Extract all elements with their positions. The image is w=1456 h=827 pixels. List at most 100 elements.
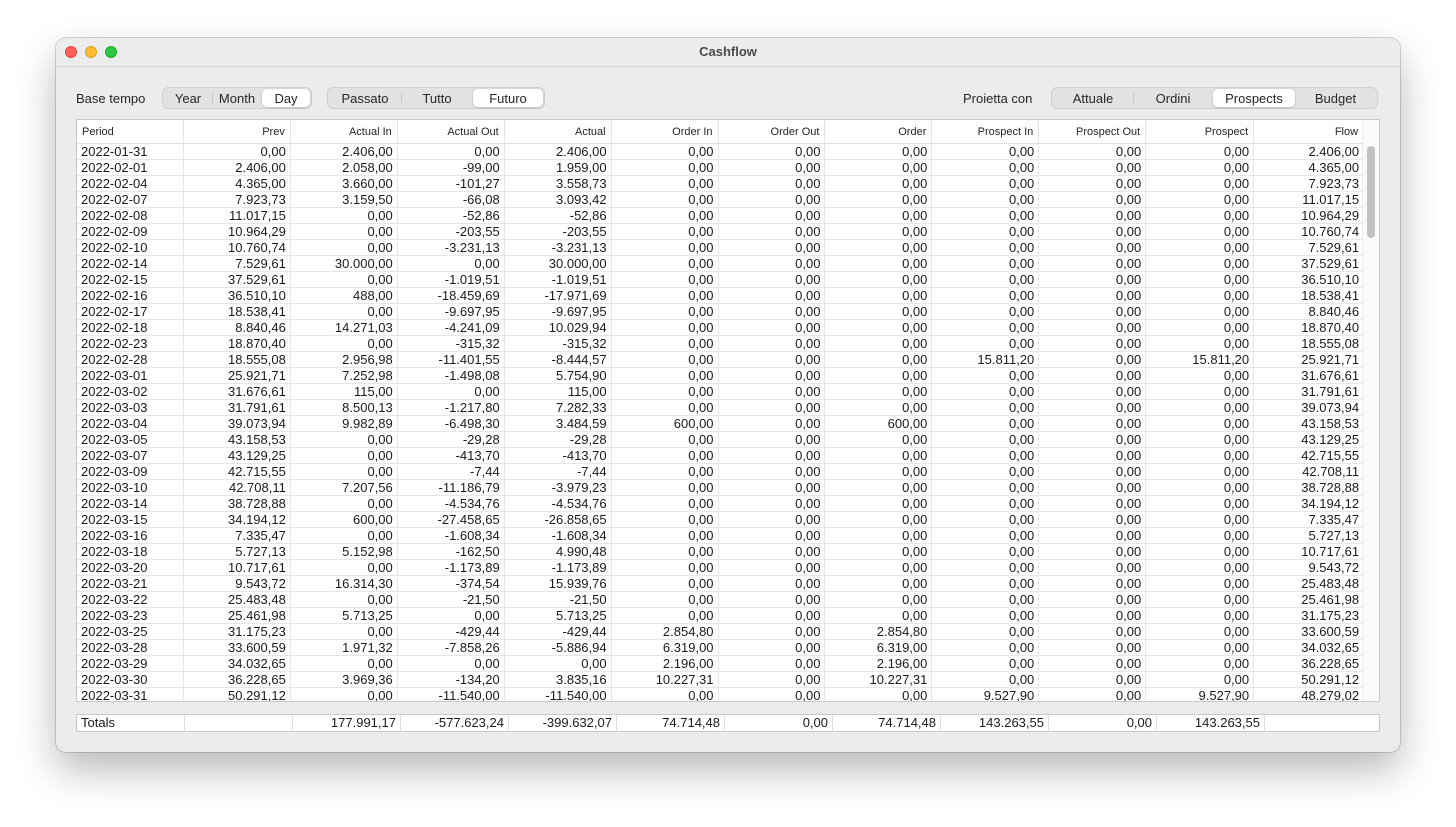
table-row[interactable]: 2022-03-09 42.715,55 0,00 -7,44 -7,44 0,00 0,0… (77, 464, 1365, 480)
cell-flow: 11.017,15 (1254, 192, 1365, 207)
vertical-scrollbar[interactable] (1362, 120, 1379, 701)
column-header-prev[interactable]: Prev (184, 120, 291, 143)
column-header-actual[interactable]: Actual (505, 120, 612, 143)
cell-order-in: 0,00 (612, 288, 719, 303)
cell-actual-out: -1.498,08 (398, 368, 505, 383)
table-row[interactable]: 2022-03-25 31.175,23 0,00 -429,44 -429,44 2.8… (77, 624, 1365, 640)
table-row[interactable]: 2022-03-07 43.129,25 0,00 -413,70 -413,70 0,0… (77, 448, 1365, 464)
table-row[interactable]: 2022-03-15 34.194,12 600,00 -27.458,65 -26.8… (77, 512, 1365, 528)
segment-budget[interactable]: Budget (1314, 90, 1357, 106)
total-actual-out: -577.623,24 (401, 715, 509, 731)
table-row[interactable]: 2022-03-05 43.158,53 0,00 -29,28 -29,28 0,00 0… (77, 432, 1365, 448)
cell-flow: 18.555,08 (1254, 336, 1365, 351)
table-row[interactable]: 2022-03-16 7.335,47 0,00 -1.608,34 -1.608,34… (77, 528, 1365, 544)
table-row[interactable]: 2022-02-08 11.017,15 0,00 -52,86 -52,86 0,00 0… (77, 208, 1365, 224)
table-row[interactable]: 2022-02-04 4.365,00 3.660,00 -101,27 3.558,7… (77, 176, 1365, 192)
minimize-button[interactable] (85, 46, 97, 58)
cell-actual: -52,86 (505, 208, 612, 223)
cell-order-out: 0,00 (719, 336, 826, 351)
table-row[interactable]: 2022-03-02 31.676,61 115,00 0,00 115,00 0,00 0… (77, 384, 1365, 400)
table-row[interactable]: 2022-03-22 25.483,48 0,00 -21,50 -21,50 0,00 0… (77, 592, 1365, 608)
cell-order: 0,00 (825, 384, 933, 399)
column-header-order-in[interactable]: Order In (612, 120, 719, 143)
column-header-order-out[interactable]: Order Out (719, 120, 826, 143)
column-header-prospect[interactable]: Prospect (1146, 120, 1255, 143)
cell-order: 0,00 (825, 592, 933, 607)
cell-order-out: 0,00 (719, 240, 826, 255)
table-row[interactable]: 2022-02-07 7.923,73 3.159,50 -66,08 3.093,42… (77, 192, 1365, 208)
cell-order: 0,00 (825, 528, 933, 543)
cell-order-out: 0,00 (719, 272, 826, 287)
table-row[interactable]: 2022-03-01 25.921,71 7.252,98 -1.498,08 5.75… (77, 368, 1365, 384)
cell-actual-in: 600,00 (291, 512, 398, 527)
table-row[interactable]: 2022-02-15 37.529,61 0,00 -1.019,51 -1.019,5… (77, 272, 1365, 288)
cell-actual: -429,44 (505, 624, 612, 639)
cell-prospect-out: 0,00 (1039, 352, 1147, 367)
cell-period: 2022-03-01 (77, 368, 184, 383)
cell-prev: 25.921,71 (184, 368, 291, 383)
table-row[interactable]: 2022-01-31 0,00 2.406,00 0,00 2.406,00 0,00 0,… (77, 144, 1365, 160)
cell-actual-in: 0,00 (291, 432, 398, 447)
table-row[interactable]: 2022-03-31 50.291,12 0,00 -11.540,00 -11.540… (77, 688, 1365, 701)
column-header-period[interactable]: Period (77, 120, 184, 143)
table-row[interactable]: 2022-03-21 9.543,72 16.314,30 -374,54 15.939… (77, 576, 1365, 592)
table-row[interactable]: 2022-03-03 31.791,61 8.500,13 -1.217,80 7.28… (77, 400, 1365, 416)
scrollbar-thumb[interactable] (1367, 146, 1375, 238)
table-row[interactable]: 2022-03-14 38.728,88 0,00 -4.534,76 -4.534,7… (77, 496, 1365, 512)
column-header-actual-in[interactable]: Actual In (291, 120, 398, 143)
cell-order-out: 0,00 (719, 176, 826, 191)
cell-prev: 31.175,23 (184, 624, 291, 639)
table-row[interactable]: 2022-03-29 34.032,65 0,00 0,00 0,00 2.196,00 0… (77, 656, 1365, 672)
cell-prospect-out: 0,00 (1039, 464, 1147, 479)
cell-order-in: 0,00 (612, 336, 719, 351)
zoom-button[interactable] (105, 46, 117, 58)
segment-day[interactable]: Day (262, 89, 310, 107)
table-row[interactable]: 2022-03-20 10.717,61 0,00 -1.173,89 -1.173,8… (77, 560, 1365, 576)
column-header-prospect-in[interactable]: Prospect In (932, 120, 1040, 143)
table-row[interactable]: 2022-03-10 42.708,11 7.207,56 -11.186,79 -3.… (77, 480, 1365, 496)
table-row[interactable]: 2022-03-23 25.461,98 5.713,25 0,00 5.713,25 0… (77, 608, 1365, 624)
table-row[interactable]: 2022-02-14 7.529,61 30.000,00 0,00 30.000,00… (77, 256, 1365, 272)
cell-order: 2.196,00 (825, 656, 933, 671)
table-row[interactable]: 2022-02-01 2.406,00 2.058,00 -99,00 1.959,00… (77, 160, 1365, 176)
column-header-flow[interactable]: Flow (1254, 120, 1365, 143)
segment-month[interactable]: Month (212, 89, 262, 107)
table-row[interactable]: 2022-02-18 8.840,46 14.271,03 -4.241,09 10.0… (77, 320, 1365, 336)
cell-prospect: 15.811,20 (1146, 352, 1255, 367)
column-header-actual-out[interactable]: Actual Out (398, 120, 505, 143)
segment-attuale[interactable]: Attuale (1072, 90, 1114, 106)
cell-prospect-out: 0,00 (1039, 320, 1147, 335)
table-row[interactable]: 2022-02-10 10.760,74 0,00 -3.231,13 -3.231,1… (77, 240, 1365, 256)
column-header-prospect-out[interactable]: Prospect Out (1039, 120, 1147, 143)
cell-flow: 25.921,71 (1254, 352, 1365, 367)
column-header-order[interactable]: Order (825, 120, 933, 143)
table-row[interactable]: 2022-02-17 18.538,41 0,00 -9.697,95 -9.697,9… (77, 304, 1365, 320)
base-tempo-label: Base tempo (76, 91, 146, 106)
segment-prospects[interactable]: Prospects (1213, 89, 1295, 107)
segment-tutto[interactable]: Tutto (401, 89, 473, 107)
cell-prospect-in: 0,00 (932, 176, 1040, 191)
table-row[interactable]: 2022-03-28 33.600,59 1.971,32 -7.858,26 -5.8… (77, 640, 1365, 656)
cell-prospect: 0,00 (1146, 272, 1255, 287)
table-row[interactable]: 2022-02-23 18.870,40 0,00 -315,32 -315,32 0,0… (77, 336, 1365, 352)
close-button[interactable] (65, 46, 77, 58)
table-row[interactable]: 2022-03-30 36.228,65 3.969,36 -134,20 3.835,… (77, 672, 1365, 688)
cell-order-out: 0,00 (719, 640, 826, 655)
segment-passato[interactable]: Passato (341, 90, 389, 106)
cell-prospect-out: 0,00 (1039, 592, 1147, 607)
segment-year[interactable]: Year (174, 90, 202, 106)
table-row[interactable]: 2022-02-28 18.555,08 2.956,98 -11.401,55 -8.… (77, 352, 1365, 368)
table-row[interactable]: 2022-02-09 10.964,29 0,00 -203,55 -203,55 0,0… (77, 224, 1365, 240)
cell-flow: 48.279,02 (1254, 688, 1365, 701)
cell-prev: 7.335,47 (184, 528, 291, 543)
cell-actual: 2.406,00 (505, 144, 612, 159)
segment-futuro[interactable]: Futuro (473, 89, 543, 107)
cell-prospect-in: 0,00 (932, 608, 1040, 623)
table-row[interactable]: 2022-03-04 39.073,94 9.982,89 -6.498,30 3.48… (77, 416, 1365, 432)
segment-ordini[interactable]: Ordini (1133, 89, 1213, 107)
cell-prev: 8.840,46 (184, 320, 291, 335)
table-row[interactable]: 2022-03-18 5.727,13 5.152,98 -162,50 4.990,4… (77, 544, 1365, 560)
proietta-con-label: Proietta con (963, 91, 1033, 106)
table-row[interactable]: 2022-02-16 36.510,10 488,00 -18.459,69 -17.9… (77, 288, 1365, 304)
cell-actual: -5.886,94 (505, 640, 612, 655)
